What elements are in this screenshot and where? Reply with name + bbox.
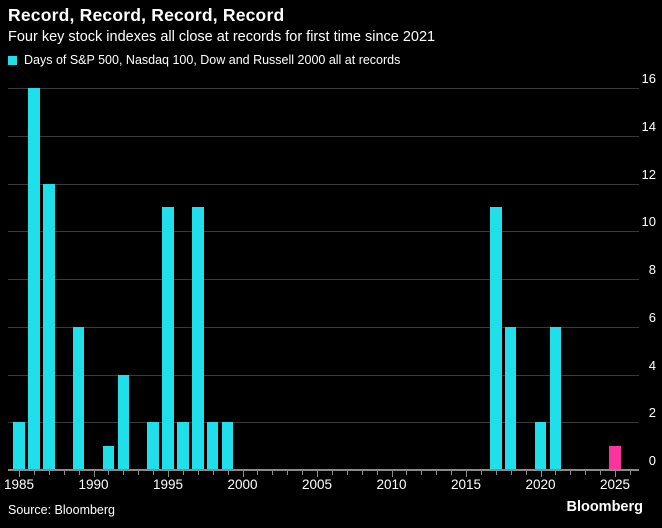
x-minor-tick-2017 (495, 471, 497, 475)
x-minor-tick-1989 (78, 471, 80, 475)
x-major-tick-1985 (19, 471, 20, 477)
x-minor-tick-2008 (361, 471, 363, 475)
x-minor-tick-2006 (331, 471, 333, 475)
x-minor-tick-1993 (138, 471, 140, 475)
x-minor-tick-2003 (287, 471, 289, 475)
x-major-tick-1995 (168, 471, 169, 477)
chart-title: Record, Record, Record, Record (8, 5, 285, 25)
x-minor-tick-2013 (436, 471, 438, 475)
bar-1987 (43, 183, 55, 470)
y-axis-label-2: 2 (648, 405, 656, 421)
bar-1991 (102, 446, 115, 470)
x-axis-label-1985: 1985 (3, 477, 35, 492)
x-minor-tick-1998 (212, 471, 214, 475)
x-axis-label-2025: 2025 (599, 477, 631, 492)
gridline-6 (8, 326, 639, 328)
bar-2017 (490, 207, 502, 470)
y-axis-label-8: 8 (648, 262, 656, 277)
gridline-8 (8, 279, 639, 280)
x-minor-tick-2007 (346, 471, 348, 475)
bar-1997 (192, 207, 204, 470)
x-minor-tick-2002 (272, 471, 274, 475)
y-axis-label-4: 4 (648, 357, 656, 373)
y-axis-label-6: 6 (648, 309, 656, 325)
x-major-tick-1990 (93, 471, 95, 477)
x-minor-tick-2024 (600, 471, 602, 475)
bar-2020 (534, 422, 547, 470)
x-minor-tick-2018 (510, 471, 512, 475)
bar-1996 (177, 422, 189, 470)
bar-1986 (28, 88, 40, 470)
bar-1999 (221, 422, 234, 470)
x-axis-label-2015: 2015 (450, 477, 482, 492)
x-minor-tick-2009 (376, 471, 378, 475)
x-minor-tick-2021 (555, 471, 557, 475)
y-axis-label-16: 16 (641, 71, 656, 86)
y-axis-label-12: 12 (641, 166, 656, 182)
bar-1992 (117, 374, 130, 470)
gridline-2 (8, 422, 639, 424)
x-minor-tick-2019 (525, 471, 527, 475)
x-major-tick-2005 (317, 471, 318, 477)
x-axis-line (8, 469, 639, 471)
gridline-12 (8, 183, 639, 185)
x-minor-tick-2022 (570, 471, 572, 475)
x-minor-tick-2014 (451, 471, 453, 475)
x-major-tick-2000 (242, 471, 244, 477)
x-minor-tick-1988 (63, 471, 65, 475)
bar-1995 (162, 207, 174, 470)
x-minor-tick-1996 (182, 471, 184, 475)
x-minor-tick-1994 (153, 471, 155, 475)
bar-2025 (609, 446, 621, 470)
y-axis-label-0: 0 (648, 453, 656, 468)
x-minor-tick-2004 (302, 471, 304, 475)
bar-1985 (13, 422, 25, 470)
x-minor-tick-2016 (480, 471, 482, 475)
bloomberg-logo: Bloomberg (566, 499, 643, 515)
x-major-tick-2010 (391, 471, 393, 477)
x-axis-label-1990: 1990 (78, 477, 109, 492)
x-minor-tick-2023 (585, 471, 587, 475)
y-axis-label-10: 10 (641, 214, 656, 230)
bar-2018 (504, 326, 517, 470)
legend-label: Days of S&P 500, Nasdaq 100, Dow and Rus… (24, 53, 401, 67)
legend-swatch-icon (8, 55, 17, 65)
x-major-tick-2015 (466, 471, 467, 477)
x-axis-label-2005: 2005 (301, 477, 333, 492)
gridline-10 (8, 231, 639, 233)
bar-1989 (72, 326, 85, 470)
bar-1994 (147, 422, 159, 470)
x-axis-label-2000: 2000 (227, 477, 258, 492)
x-major-tick-2025 (615, 471, 616, 477)
x-minor-tick-1992 (123, 471, 125, 475)
x-axis-label-2010: 2010 (376, 477, 407, 492)
x-minor-tick-1986 (33, 471, 35, 475)
bar-1998 (206, 422, 219, 470)
x-minor-tick-1997 (197, 471, 199, 475)
y-axis-label-14: 14 (641, 118, 656, 134)
x-axis-label-1995: 1995 (152, 477, 184, 492)
gridline-14 (8, 135, 639, 137)
bar-2021 (549, 326, 562, 470)
legend: Days of S&P 500, Nasdaq 100, Dow and Rus… (8, 53, 400, 67)
x-axis-label-2020: 2020 (525, 477, 556, 492)
source-note: Source: Bloomberg (8, 503, 116, 517)
chart-subtitle: Four key stock indexes all close at reco… (8, 29, 436, 45)
x-major-tick-2020 (540, 471, 542, 477)
x-minor-tick-2001 (257, 471, 259, 475)
gridline-16 (8, 88, 639, 89)
x-minor-tick-1991 (108, 471, 110, 475)
x-minor-tick-1999 (227, 471, 229, 475)
gridline-4 (8, 374, 639, 376)
x-minor-tick-2011 (406, 471, 408, 475)
x-minor-tick-1987 (48, 471, 50, 475)
x-minor-tick-2026 (629, 471, 631, 475)
x-minor-tick-2012 (421, 471, 423, 475)
